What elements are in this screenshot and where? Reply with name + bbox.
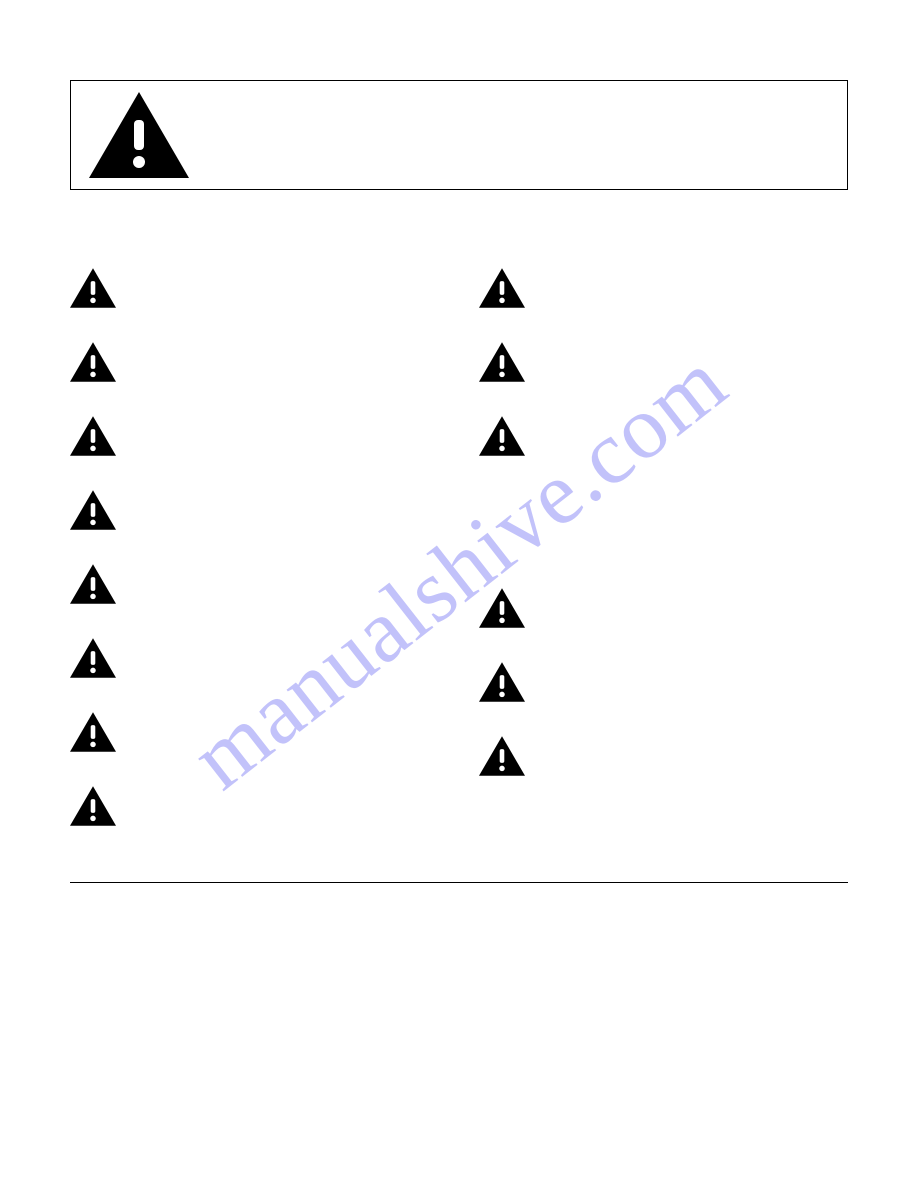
list-item	[70, 712, 439, 752]
item-text	[535, 342, 848, 382]
list-item	[70, 416, 439, 456]
warning-icon	[89, 92, 189, 178]
content-columns	[70, 268, 848, 826]
warning-icon	[479, 736, 525, 776]
list-item	[479, 416, 848, 456]
warning-icon	[479, 268, 525, 308]
warning-icon	[70, 786, 116, 826]
item-text	[126, 786, 439, 826]
warning-icon	[70, 712, 116, 752]
item-text	[126, 416, 439, 456]
list-item	[70, 638, 439, 678]
left-column	[70, 268, 439, 826]
item-text	[126, 712, 439, 752]
horizontal-rule	[70, 882, 848, 883]
item-text	[535, 416, 848, 456]
warning-icon	[70, 342, 116, 382]
item-text	[126, 342, 439, 382]
item-text	[126, 490, 439, 530]
item-text	[126, 268, 439, 308]
list-item	[70, 490, 439, 530]
right-column	[479, 268, 848, 826]
warning-icon	[70, 564, 116, 604]
list-item	[479, 736, 848, 776]
item-text	[126, 638, 439, 678]
list-item	[479, 588, 848, 628]
warning-icon	[479, 416, 525, 456]
list-item	[70, 564, 439, 604]
warning-icon	[70, 490, 116, 530]
warning-icon	[70, 638, 116, 678]
item-text	[535, 662, 848, 702]
list-item	[70, 268, 439, 308]
list-item	[479, 662, 848, 702]
warning-icon	[70, 416, 116, 456]
warning-icon	[479, 662, 525, 702]
item-text	[535, 736, 848, 776]
warning-banner	[70, 80, 848, 190]
item-text	[535, 268, 848, 308]
list-item	[479, 342, 848, 382]
item-text	[126, 564, 439, 604]
warning-icon	[479, 342, 525, 382]
list-item	[70, 342, 439, 382]
list-item	[479, 268, 848, 308]
warning-icon	[70, 268, 116, 308]
warning-icon	[479, 588, 525, 628]
column-gap	[479, 490, 848, 554]
page	[0, 0, 918, 1188]
list-item	[70, 786, 439, 826]
item-text	[535, 588, 848, 628]
